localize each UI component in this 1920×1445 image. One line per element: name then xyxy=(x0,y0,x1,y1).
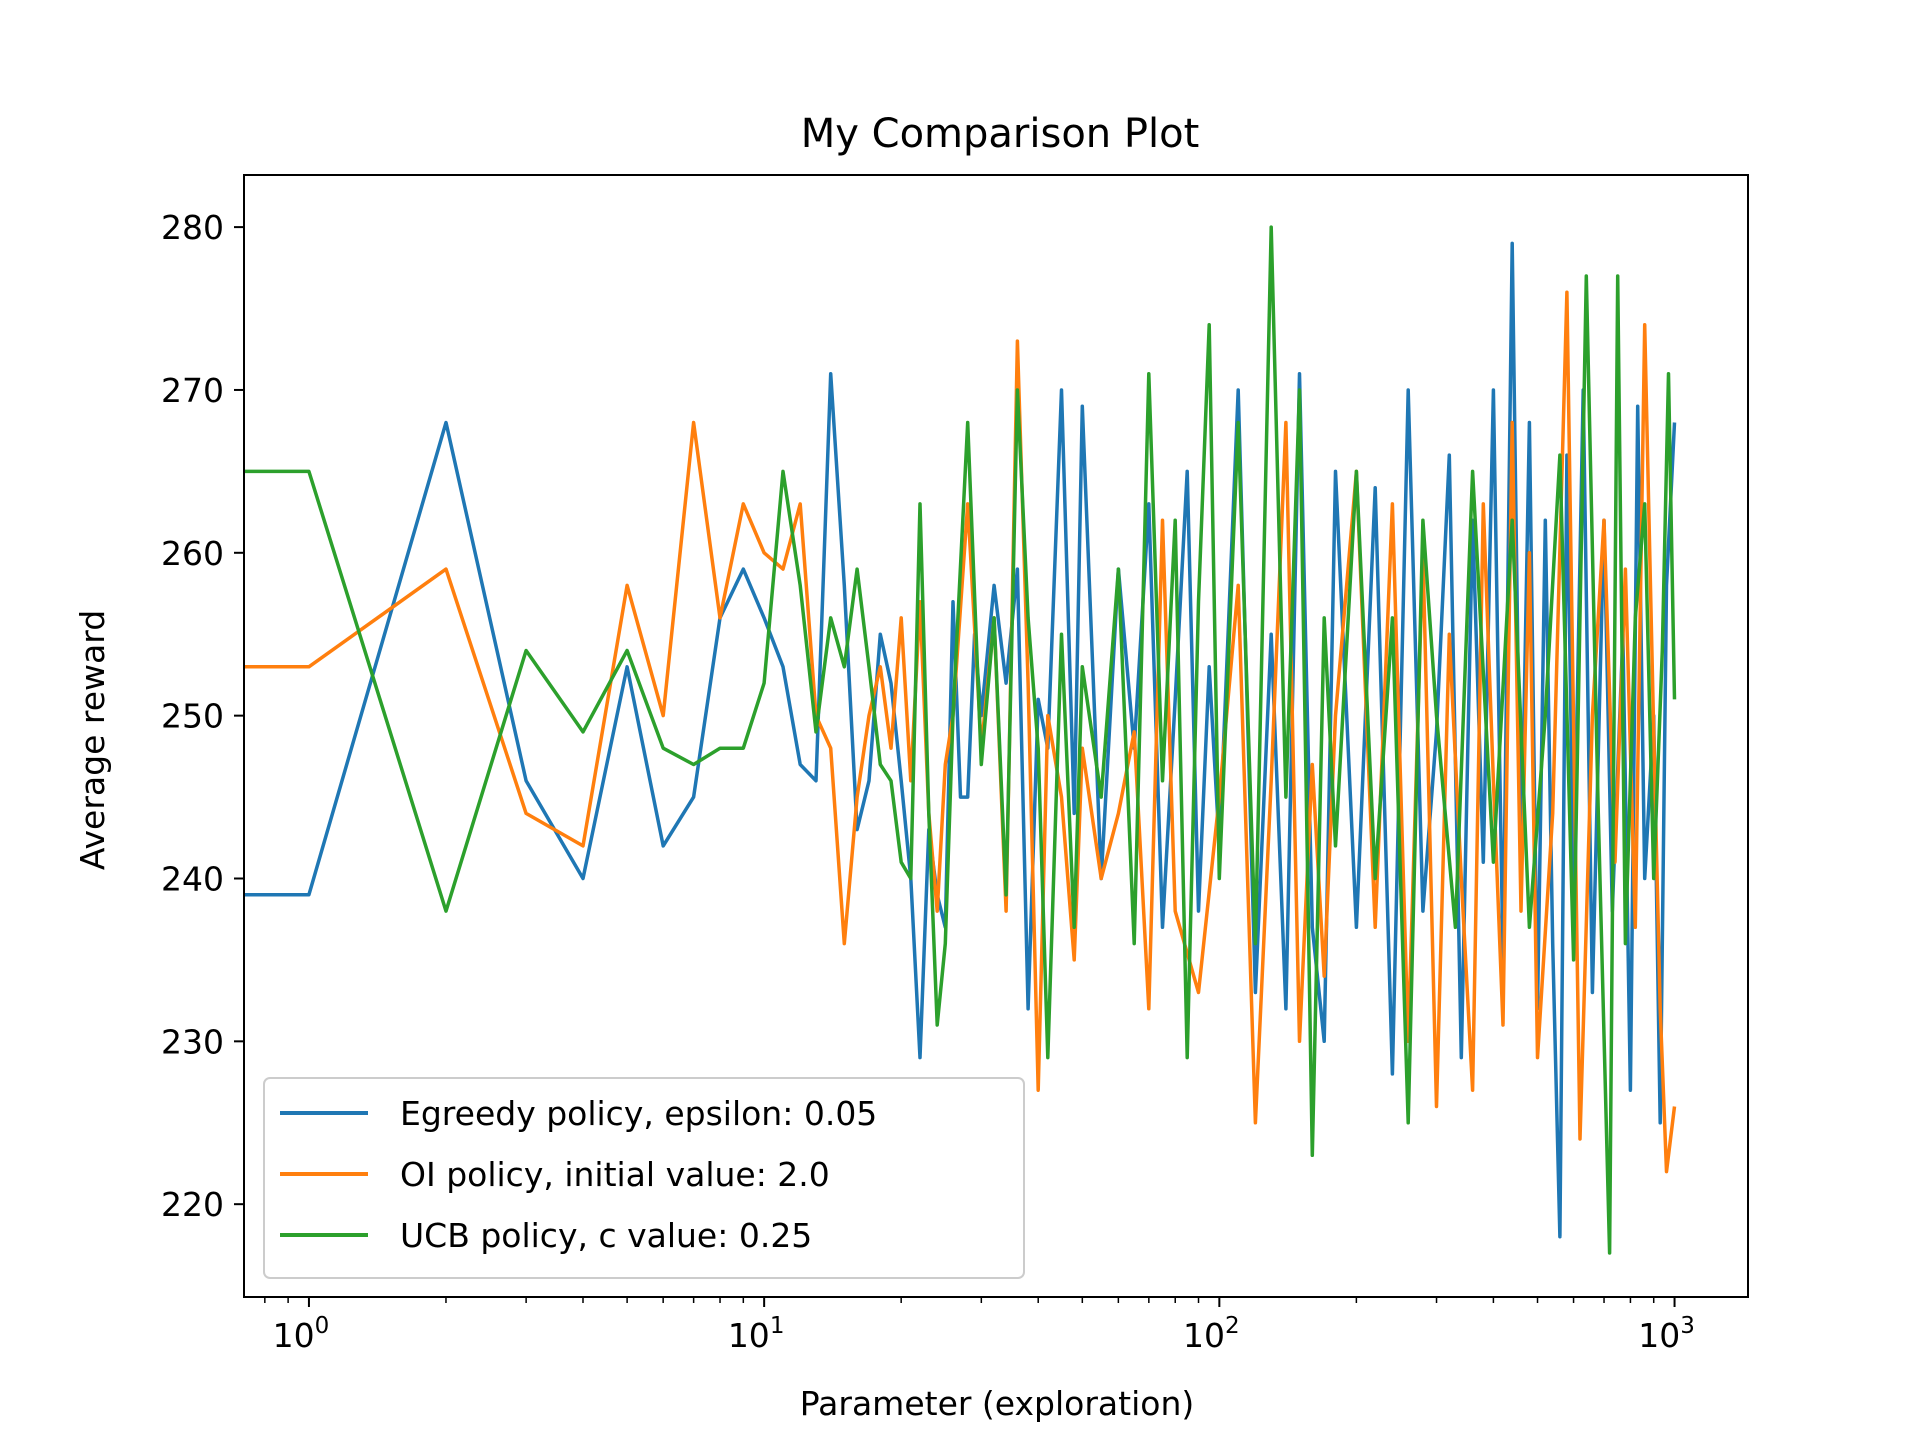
y-tick-label: 260 xyxy=(161,534,224,573)
x-tick-exponent: 0 xyxy=(315,1313,330,1339)
x-tick-base: 10 xyxy=(273,1316,315,1355)
legend: Egreedy policy, epsilon: 0.05 OI policy, … xyxy=(263,1077,1025,1279)
x-tick-base: 10 xyxy=(1638,1316,1680,1355)
chart-title: My Comparison Plot xyxy=(801,111,1200,157)
legend-label-2: UCB policy, c value: 0.25 xyxy=(400,1216,812,1255)
x-tick-label: 102 xyxy=(1183,1313,1240,1355)
series-line-1 xyxy=(244,290,1677,1174)
y-tick-label: 240 xyxy=(161,859,224,898)
y-axis-ticks: 220 230 240 250 260 270 280 xyxy=(161,208,244,1224)
x-axis-label: Parameter (exploration) xyxy=(800,1384,1195,1423)
y-tick-label: 230 xyxy=(161,1022,224,1061)
y-tick-label: 280 xyxy=(161,208,224,247)
plot-area xyxy=(244,225,1677,1255)
legend-label-0: Egreedy policy, epsilon: 0.05 xyxy=(400,1094,877,1133)
x-axis-ticks: 100 101 102 103 xyxy=(273,1297,1695,1355)
series-line-2 xyxy=(244,225,1677,1255)
legend-label-1: OI policy, initial value: 2.0 xyxy=(400,1155,830,1194)
x-tick-base: 10 xyxy=(1183,1316,1225,1355)
axes-frame xyxy=(243,174,1749,1298)
y-tick-label: 270 xyxy=(161,371,224,410)
series-line-0 xyxy=(244,241,1677,1239)
y-tick-label: 220 xyxy=(161,1185,224,1224)
x-tick-label: 103 xyxy=(1638,1313,1695,1355)
x-tick-base: 10 xyxy=(728,1316,770,1355)
y-tick-label: 250 xyxy=(161,697,224,736)
legend-box xyxy=(263,1077,1025,1279)
x-tick-exponent: 2 xyxy=(1225,1313,1240,1339)
x-tick-label: 101 xyxy=(728,1313,785,1355)
y-axis-label: Average reward xyxy=(73,610,112,870)
x-tick-exponent: 1 xyxy=(770,1313,785,1339)
x-tick-exponent: 3 xyxy=(1680,1313,1695,1339)
x-tick-label: 100 xyxy=(273,1313,330,1355)
